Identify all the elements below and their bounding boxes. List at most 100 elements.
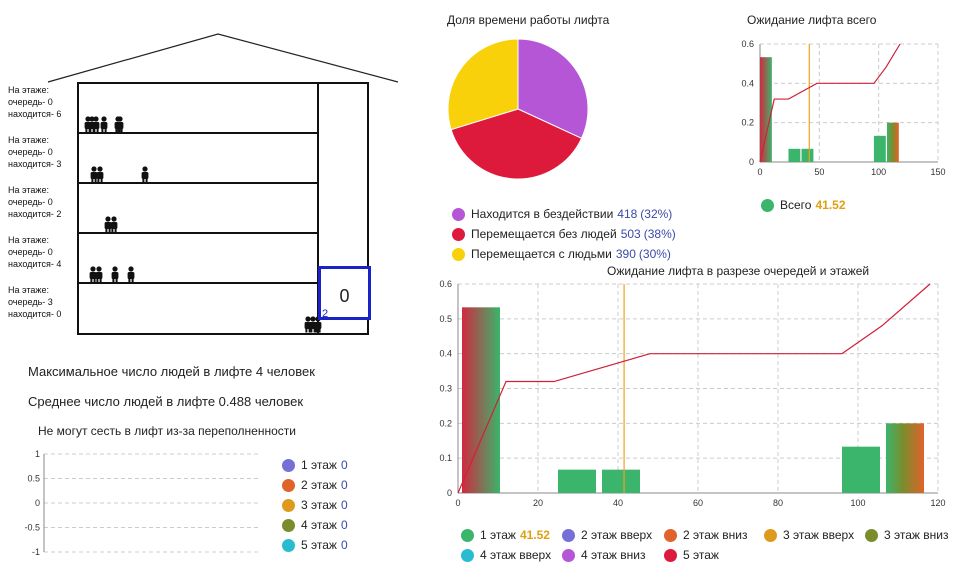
x-tick-label: 150 — [930, 167, 945, 177]
legend-dot — [282, 538, 295, 552]
y-tick-label: 0.2 — [741, 118, 754, 128]
legend-dot — [452, 207, 465, 221]
legend-dot — [461, 548, 474, 562]
legend-value: 0 — [340, 518, 348, 532]
small-legend-item[interactable]: Всего 41.52 — [761, 198, 846, 212]
large-legend-item[interactable]: 4 этаж вверх — [461, 548, 551, 562]
overflow-legend-item[interactable]: 1 этаж 0 — [282, 458, 348, 472]
people-layer — [84, 116, 322, 333]
large-chart: 0 0.1 0.2 0.3 0.4 0.5 0.6 0 20 40 60 80 100 120 — [439, 279, 945, 508]
y-tick-label: 0.4 — [741, 78, 754, 88]
bar — [788, 148, 801, 162]
person-icon — [90, 166, 98, 183]
bar — [873, 135, 886, 162]
legend-label: 4 этаж вверх — [480, 548, 552, 562]
max-people-stat: Максимальное число людей в лифте 4 челов… — [28, 364, 315, 379]
overflow-legend-item[interactable]: 4 этаж 0 — [282, 518, 348, 532]
legend-value: 418 — [617, 207, 638, 221]
legend-label: 2 этаж вниз — [683, 528, 748, 542]
floor-heading: На этаже: — [8, 185, 49, 195]
legend-label: 1 этаж — [301, 458, 337, 472]
floor-present: находится- 6 — [8, 109, 62, 119]
overflow-legend-item[interactable]: 3 этаж 0 — [282, 498, 348, 512]
floor-queue: очередь- 0 — [8, 147, 53, 157]
large-legend-item[interactable]: 1 этаж 41.52 — [461, 528, 550, 542]
x-tick-label: 0 — [757, 167, 762, 177]
large-legend-item[interactable]: 2 этаж вверх — [562, 528, 652, 542]
legend-dot — [282, 478, 295, 492]
legend-dot — [664, 548, 677, 562]
large-chart-title: Ожидание лифта в разрезе очередей и этаж… — [607, 264, 870, 278]
bar — [886, 122, 899, 162]
legend-pct: (32%) — [640, 207, 673, 221]
floor-label-4: На этаже: очередь- 0 находится- 3 — [8, 134, 61, 170]
pie-slice — [517, 38, 589, 140]
overflow-legend-item[interactable]: 2 этаж 0 — [282, 478, 348, 492]
legend-dot — [865, 528, 878, 542]
pie-legend-item[interactable]: Перемещается с людьми 390 (30%) — [452, 247, 671, 261]
overflow-chart: 1 0.5 0 -0.5 -1 — [24, 449, 260, 557]
y-tick-label: 0.6 — [741, 39, 754, 49]
legend-label: 1 этаж — [480, 528, 516, 542]
pie-legend-item[interactable]: Перемещается без людей 503 (38%) — [452, 227, 676, 241]
x-tick-label: 100 — [871, 167, 886, 177]
floor-present: находится- 2 — [8, 209, 62, 219]
legend-label: Находится в бездействии — [471, 207, 614, 221]
legend-dot — [761, 198, 774, 212]
legend-dot — [452, 247, 465, 261]
floor-present: находится- 0 — [8, 309, 62, 319]
legend-dot — [452, 227, 465, 241]
x-tick-label: 0 — [455, 498, 460, 508]
floor-heading: На этаже: — [8, 135, 49, 145]
floor-heading: На этаже: — [8, 285, 49, 295]
large-legend-item[interactable]: 4 этаж вниз — [562, 548, 645, 562]
legend-value: 0 — [340, 498, 348, 512]
pie-slice — [447, 38, 519, 131]
small-chart: 0 0.2 0.4 0.6 0 50 100 150 — [741, 39, 945, 177]
bar — [801, 148, 814, 162]
x-tick-label: 20 — [533, 498, 543, 508]
legend-dot — [664, 528, 677, 542]
floor-heading: На этаже: — [8, 235, 49, 245]
legend-dot — [562, 548, 575, 562]
bar — [842, 446, 880, 493]
y-tick-label: 0 — [749, 157, 754, 167]
y-tick-label: 0.3 — [439, 384, 452, 394]
roof — [47, 33, 399, 83]
pie-slice — [450, 108, 583, 180]
floor-present: находится- 4 — [8, 259, 62, 269]
large-legend-item[interactable]: 3 этаж вниз — [865, 528, 948, 542]
legend-label: Перемещается с людьми — [471, 247, 612, 261]
person-icon — [141, 166, 149, 183]
person-icon — [314, 316, 322, 333]
pie-legend-item[interactable]: Находится в бездействии 418 (32%) — [452, 207, 672, 221]
legend-value: 41.52 — [519, 528, 550, 542]
legend-label: Всего — [780, 198, 812, 212]
person-icon — [127, 266, 135, 283]
legend-label: 3 этаж вниз — [884, 528, 949, 542]
large-legend-item[interactable]: 3 этаж вверх — [764, 528, 854, 542]
legend-dot — [562, 528, 575, 542]
floor-label-2: На этаже: очередь- 0 находится- 4 — [8, 234, 61, 270]
pie-chart — [447, 38, 589, 180]
y-tick-label: 0.1 — [439, 453, 452, 463]
person-icon — [92, 116, 100, 133]
floor-label-5: На этаже: очередь- 0 находится- 6 — [8, 84, 61, 120]
person-icon — [110, 216, 118, 233]
bar — [558, 469, 596, 493]
y-tick-label: 0.6 — [439, 279, 452, 289]
y-tick-label: 0 — [35, 498, 40, 508]
y-tick-label: 0.5 — [27, 474, 40, 484]
person-icon — [104, 216, 112, 233]
legend-value: 0 — [340, 478, 348, 492]
overflow-legend-item[interactable]: 5 этаж 0 — [282, 538, 348, 552]
large-legend-item[interactable]: 2 этаж вниз — [664, 528, 747, 542]
legend-pct: (30%) — [638, 247, 671, 261]
person-icon — [111, 266, 119, 283]
small-chart-title: Ожидание лифта всего — [747, 13, 877, 27]
bar — [602, 469, 640, 493]
large-legend-item[interactable]: 5 этаж — [664, 548, 719, 562]
floor-present: находится- 3 — [8, 159, 62, 169]
y-tick-label: -0.5 — [24, 523, 40, 533]
legend-dot — [282, 518, 295, 532]
